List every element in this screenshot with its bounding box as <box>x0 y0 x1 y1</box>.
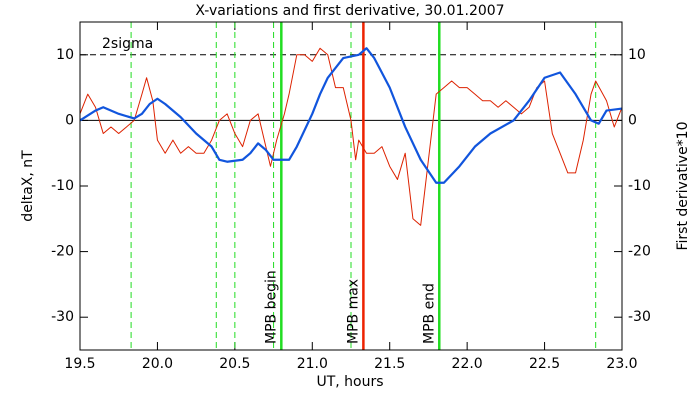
x-tick-label: 19.5 <box>64 356 95 372</box>
y-tick-label: 0 <box>65 112 74 128</box>
y-tick-label: 10 <box>56 47 74 63</box>
x-tick-label: 22.0 <box>452 356 483 372</box>
x-tick-label: 22.5 <box>529 356 560 372</box>
y2-tick-label: 0 <box>628 112 637 128</box>
plot-frame <box>79 21 623 351</box>
event-label: MPB max <box>345 279 361 344</box>
y-axis-label: deltaX, nT <box>20 150 36 222</box>
x-axis-label: UT, hours <box>316 374 383 390</box>
y-tick-label: -30 <box>51 309 74 325</box>
x-tick-label: 21.5 <box>374 356 405 372</box>
event-label: MPB end <box>421 283 437 344</box>
x-tick-label: 20.0 <box>142 356 173 372</box>
series-line <box>79 47 623 184</box>
y-tick-label: -10 <box>51 178 74 194</box>
x-tick-label: 21.0 <box>297 356 328 372</box>
series-line <box>79 47 623 226</box>
chart-title: X-variations and first derivative, 30.01… <box>195 3 504 19</box>
y-tick-label: -20 <box>51 244 74 260</box>
y2-tick-label: 10 <box>628 47 646 63</box>
y2-axis-label: First derivative*10 <box>675 121 691 250</box>
x-tick-label: 20.5 <box>219 356 250 372</box>
y2-tick-label: -10 <box>628 178 651 194</box>
y2-tick-label: -30 <box>628 309 651 325</box>
event-label: MPB begin <box>263 270 279 344</box>
y2-tick-label: -20 <box>628 244 651 260</box>
x-tick-label: 23.0 <box>606 356 637 372</box>
reference-label: 2sigma <box>102 36 153 52</box>
